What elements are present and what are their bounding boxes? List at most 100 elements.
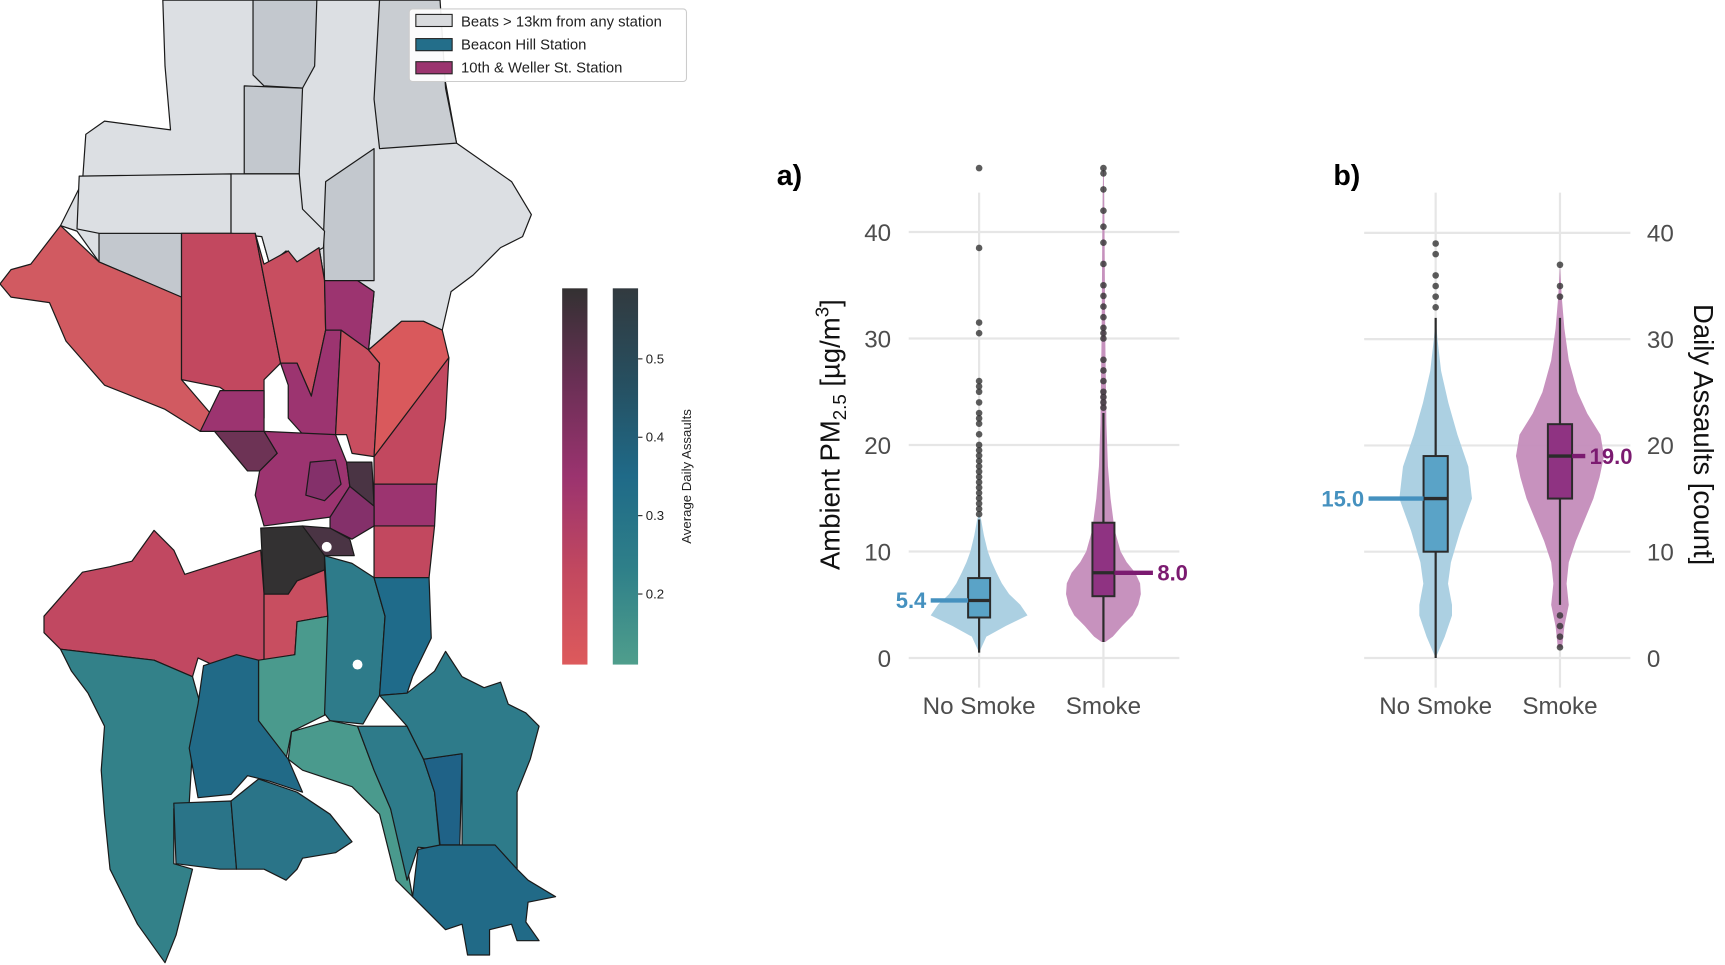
- box-iqr: [967, 577, 992, 619]
- beat-10th-weller: [367, 320, 450, 458]
- panel-a-pm25-violin: a) Ambient PM2.5 [µg/m3] 0 10 20 30 40 No Smo…: [777, 160, 1188, 720]
- colorbar-label: Average Daily Assaults: [679, 409, 694, 544]
- beat-10th-weller: [373, 483, 438, 531]
- outlier-point: [1556, 293, 1564, 300]
- outlier-point: [1100, 367, 1107, 374]
- outlier-point: [1100, 260, 1107, 268]
- beat-10th-weller: [373, 525, 436, 579]
- beat-beacon-hill: [411, 844, 557, 956]
- beat-beacon-hill: [188, 654, 304, 799]
- station-beacon-hill-marker: [352, 659, 363, 670]
- outlier-point: [975, 457, 983, 465]
- outlier-point: [1432, 303, 1439, 311]
- legend-swatch: [415, 38, 453, 52]
- legend-label: Beacon Hill Station: [461, 38, 586, 54]
- outlier-point: [975, 500, 983, 507]
- x-tick-label: No Smoke: [923, 693, 1036, 720]
- colorbar-tick-label: 0.5: [646, 351, 664, 366]
- outlier-point: [975, 431, 983, 438]
- outlier-point: [1100, 313, 1107, 321]
- panel-b-assaults-violin: b) Daily Assaults [count] 0 10 20 30 40 No Sm…: [1321, 160, 1719, 720]
- y-tick-label: 0: [1647, 646, 1660, 673]
- y-tick-label: 10: [864, 539, 891, 566]
- beat-far: [243, 85, 304, 175]
- median-label: 5.4: [896, 588, 927, 613]
- x-tick-label: No Smoke: [1379, 693, 1492, 720]
- outlier-point: [1556, 622, 1564, 630]
- box-iqr: [1091, 521, 1116, 598]
- outlier-point: [1100, 335, 1107, 342]
- y-tick-label: 30: [1647, 327, 1674, 354]
- outlier-point: [975, 383, 983, 390]
- outlier-point: [1100, 356, 1107, 364]
- legend-item-10th-weller: 10th & Weller St. Station: [415, 61, 622, 77]
- beat-10th-weller: [0, 225, 216, 432]
- colorbars: 0.5 0.4 0.3 0.2 Average Daily Assaults: [562, 288, 694, 665]
- beat-beacon-hill: [378, 650, 540, 870]
- y-axis-label: Ambient PM2.5 [µg/m3]: [811, 299, 850, 570]
- outlier-point: [975, 420, 983, 427]
- outlier-point: [1100, 329, 1107, 337]
- legend-label: Beats > 13km from any station: [461, 14, 662, 30]
- beat-beacon-hill: [173, 800, 238, 870]
- outlier-point: [975, 388, 983, 396]
- x-tick-label: Smoke: [1522, 693, 1597, 720]
- outlier-point: [1432, 293, 1439, 300]
- outlier-point: [975, 468, 983, 475]
- outlier-point: [975, 164, 983, 172]
- station-10th-weller-marker: [321, 541, 332, 552]
- beat-10th-weller: [301, 525, 355, 557]
- y-tick-label: 20: [864, 433, 891, 460]
- outlier-point: [1100, 393, 1107, 401]
- beat-10th-weller: [254, 430, 351, 527]
- beat-far: [76, 173, 232, 234]
- colorbar-tick-label: 0.2: [646, 586, 664, 601]
- outlier-point: [975, 447, 983, 454]
- legend-item-far: Beats > 13km from any station: [415, 13, 662, 30]
- median-label: 8.0: [1157, 560, 1188, 585]
- outlier-point: [1432, 250, 1439, 258]
- outlier-point: [1556, 261, 1564, 269]
- outlier-point: [975, 244, 983, 252]
- outlier-point: [1432, 240, 1439, 247]
- outlier-point: [975, 478, 983, 486]
- outlier-point: [975, 510, 983, 518]
- beat-beacon-hill: [230, 778, 353, 881]
- beat-10th-weller: [199, 390, 265, 436]
- beat-10th-weller: [305, 459, 342, 502]
- outlier-point: [1100, 170, 1107, 177]
- outlier-point: [1100, 164, 1107, 172]
- panel-label: a): [777, 160, 802, 192]
- outlier-point: [975, 441, 983, 449]
- y-tick-label: 20: [1647, 433, 1674, 460]
- outlier-point: [1100, 404, 1107, 412]
- outlier-point: [975, 399, 983, 406]
- box-iqr: [1422, 455, 1449, 553]
- y-tick-label: 40: [1647, 221, 1674, 248]
- outlier-point: [975, 329, 983, 337]
- outlier-point: [1432, 282, 1439, 290]
- y-tick-label: 0: [878, 646, 891, 673]
- outlier-point: [1100, 292, 1107, 300]
- outlier-point: [1100, 281, 1107, 289]
- y-tick-label: 40: [864, 220, 891, 247]
- outlier-point: [1100, 207, 1107, 215]
- outlier-point: [1556, 644, 1564, 651]
- outlier-point: [1100, 377, 1107, 385]
- outlier-point: [975, 377, 983, 385]
- outlier-point: [975, 415, 983, 422]
- panel-label: b): [1333, 160, 1360, 192]
- map-legend: Beats > 13km from any station Beacon Hil…: [408, 8, 688, 83]
- outlier-point: [1100, 303, 1107, 310]
- outlier-point: [975, 319, 983, 326]
- box-iqr: [1546, 423, 1574, 500]
- outlier-point: [1556, 633, 1564, 641]
- legend-label: 10th & Weller St. Station: [461, 61, 622, 77]
- beat-beacon-hill: [373, 577, 432, 696]
- seattle-beat-map: [0, 0, 557, 964]
- y-tick-label: 10: [1647, 539, 1674, 566]
- outlier-point: [975, 462, 983, 470]
- median-label: 19.0: [1590, 444, 1633, 469]
- outlier-point: [975, 409, 983, 417]
- outlier-point: [975, 473, 983, 481]
